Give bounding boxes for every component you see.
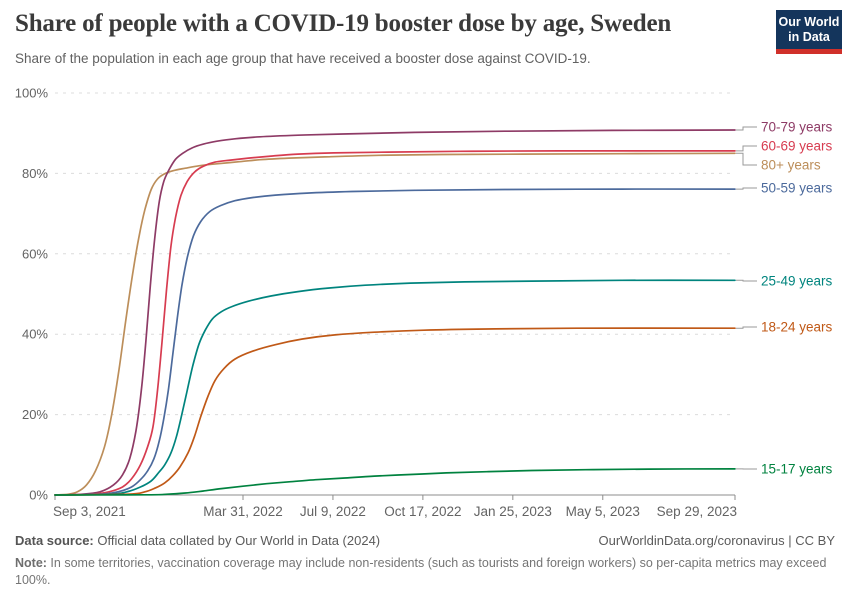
line-60-69-years[interactable] bbox=[54, 150, 736, 496]
y-tick-label-0: 0% bbox=[29, 488, 48, 503]
line-80-years[interactable] bbox=[54, 152, 736, 496]
line-15-17-years[interactable] bbox=[54, 468, 736, 496]
x-tick-label-may-5-2023: May 5, 2023 bbox=[566, 504, 640, 519]
legend-connector-25-49-years bbox=[736, 279, 757, 282]
footnote: Note: In some territories, vaccination c… bbox=[15, 555, 837, 589]
legend-label-18-24-years[interactable]: 18-24 years bbox=[761, 320, 833, 335]
data-source-line: Data source: Official data collated by O… bbox=[15, 533, 380, 548]
data-source-text: Official data collated by Our World in D… bbox=[93, 533, 381, 548]
data-source-label: Data source: bbox=[15, 533, 94, 548]
x-tick-label-sep-3-2021: Sep 3, 2021 bbox=[53, 504, 126, 519]
note-text: In some territories, vaccination coverag… bbox=[15, 556, 827, 587]
y-tick-label-20: 20% bbox=[22, 407, 48, 422]
legend-connector-18-24-years bbox=[736, 326, 757, 329]
owid-coronavirus-link[interactable]: OurWorldinData.org/coronavirus | CC BY bbox=[598, 533, 835, 548]
x-tick-label-oct-17-2022: Oct 17, 2022 bbox=[384, 504, 461, 519]
y-tick-label-60: 60% bbox=[22, 246, 48, 261]
x-tick-label-mar-31-2022: Mar 31, 2022 bbox=[203, 504, 283, 519]
x-tick-label-sep-29-2023: Sep 29, 2023 bbox=[657, 504, 737, 519]
legend-connector-80-years bbox=[736, 152, 757, 166]
legend-label-60-69-years[interactable]: 60-69 years bbox=[761, 139, 833, 154]
legend-label-25-49-years[interactable]: 25-49 years bbox=[761, 274, 833, 289]
line-18-24-years[interactable] bbox=[54, 327, 736, 496]
x-tick-label-jan-25-2023: Jan 25, 2023 bbox=[474, 504, 552, 519]
chart-subtitle: Share of the population in each age grou… bbox=[15, 51, 591, 66]
line-25-49-years[interactable] bbox=[54, 279, 736, 496]
y-tick-label-100: 100% bbox=[15, 86, 49, 101]
legend-label-70-79-years[interactable]: 70-79 years bbox=[761, 120, 833, 135]
legend-connector-50-59-years bbox=[736, 187, 757, 190]
note-label: Note: bbox=[15, 556, 47, 570]
page-title: Share of people with a COVID-19 booster … bbox=[15, 10, 672, 37]
x-tick-label-jul-9-2022: Jul 9, 2022 bbox=[300, 504, 366, 519]
line-50-59-years[interactable] bbox=[54, 188, 736, 496]
y-tick-label-80: 80% bbox=[22, 166, 48, 181]
legend-label-80-years[interactable]: 80+ years bbox=[761, 158, 821, 173]
y-tick-label-40: 40% bbox=[22, 327, 48, 342]
owid-logo-stripe bbox=[776, 49, 842, 54]
line-70-79-years[interactable] bbox=[54, 129, 736, 496]
owid-logo-text: Our World in Data bbox=[776, 10, 842, 49]
legend-connector-60-69-years bbox=[736, 145, 757, 152]
footer: Data source: Official data collated by O… bbox=[15, 533, 835, 548]
legend-label-50-59-years[interactable]: 50-59 years bbox=[761, 181, 833, 196]
owid-logo[interactable]: Our World in Data bbox=[776, 10, 842, 54]
legend-connector-70-79-years bbox=[736, 126, 757, 131]
legend-label-15-17-years[interactable]: 15-17 years bbox=[761, 462, 833, 477]
